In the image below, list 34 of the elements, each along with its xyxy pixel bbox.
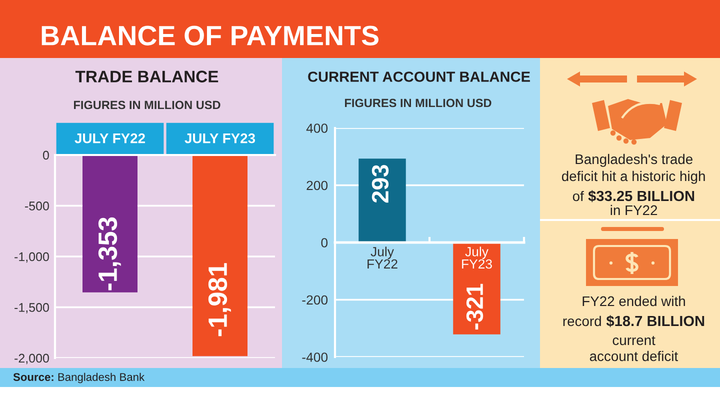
- text: deficit hit a historic high: [562, 170, 705, 184]
- text: of: [572, 190, 584, 202]
- x-tick-label: JULY FY22: [74, 133, 145, 144]
- x-tick-label: July FY22: [368, 246, 398, 269]
- data-label: -1,981: [208, 263, 231, 336]
- chart-subtitle: FIGURES IN MILLION USD: [345, 98, 492, 108]
- text: BALANCE OF PAYMENTS: [42, 26, 378, 46]
- data-label: -321: [466, 284, 484, 330]
- chart-title: CURRENT ACCOUNT BALANCE: [308, 72, 530, 82]
- data-label: -1,353: [98, 217, 121, 290]
- text: current: [612, 336, 656, 346]
- y-tick-label: 200: [306, 180, 328, 190]
- text: FY22 ended with: [582, 296, 685, 306]
- text: $33.25 BILLION: [588, 190, 694, 202]
- text: record: [563, 316, 601, 326]
- y-tick-label: -500: [24, 202, 49, 210]
- y-tick-label: 0: [321, 238, 328, 248]
- y-tick-label: -2,000: [14, 354, 49, 364]
- text: in FY22: [610, 204, 658, 215]
- text: account deficit: [590, 350, 678, 362]
- y-tick-label: -200: [302, 295, 328, 305]
- text: $18.7 BILLION: [606, 315, 704, 328]
- text: Bangladesh's trade: [576, 154, 692, 167]
- y-tick-label: 0: [42, 150, 49, 160]
- source-note: Source: Bangladesh Bank: [13, 372, 145, 384]
- y-tick-label: -1,500: [14, 303, 49, 314]
- x-tick-label: JULY FY23: [184, 133, 256, 144]
- y-tick-label: -1,000: [14, 252, 49, 263]
- chart-title: TRADE BALANCE: [75, 70, 218, 82]
- x-tick-label: July FY23: [462, 246, 492, 269]
- y-tick-label: 400: [306, 124, 328, 133]
- data-label: 293: [372, 164, 389, 203]
- chart-subtitle: FIGURES IN MILLION USD: [74, 100, 220, 110]
- y-tick-label: -400: [302, 352, 328, 362]
